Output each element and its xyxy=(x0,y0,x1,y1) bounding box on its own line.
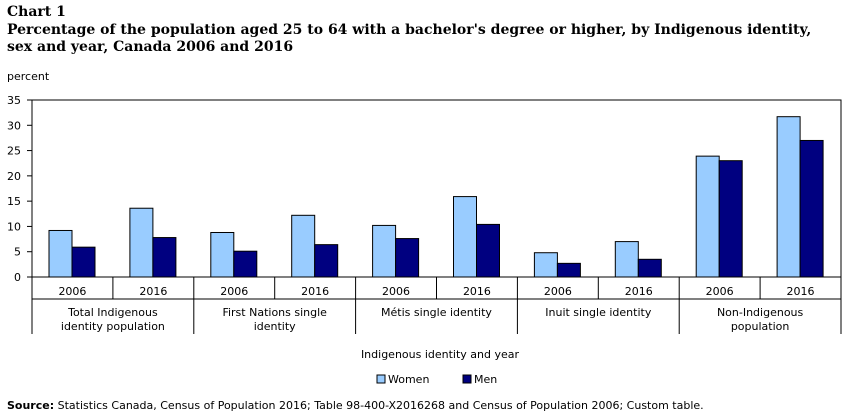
source-label: Source: xyxy=(7,399,55,412)
bar-women xyxy=(614,241,639,278)
y-tick-label: 10 xyxy=(7,220,21,233)
bar-women xyxy=(695,155,720,278)
bars xyxy=(48,116,824,278)
legend-label-men: Men xyxy=(474,373,497,386)
bar-men xyxy=(556,262,581,278)
legend-swatch-men xyxy=(462,374,472,384)
bar-men xyxy=(718,160,743,278)
bar-women xyxy=(372,224,397,278)
chart-title: Percentage of the population aged 25 to … xyxy=(7,22,812,55)
plot-frame xyxy=(31,99,842,278)
y-tick-label: 15 xyxy=(7,195,21,208)
y-axis-label: percent xyxy=(7,70,50,83)
year-label: 2016 xyxy=(139,285,167,298)
y-tick-label: 30 xyxy=(7,119,21,132)
bar-men xyxy=(71,246,96,278)
y-tick-label: 20 xyxy=(7,170,21,183)
group-label-line: Métis single identity xyxy=(381,306,492,319)
group-label-line: Inuit single identity xyxy=(545,306,652,319)
bar-men xyxy=(233,250,258,278)
group-label-line: Non-Indigenous xyxy=(717,306,804,319)
group-label-line: identity xyxy=(254,320,296,333)
group-label-line: First Nations single xyxy=(222,306,327,319)
group-label: First Nations single identity xyxy=(222,306,327,333)
group-label-line: identity population xyxy=(61,320,165,333)
group-label: Non-Indigenous population xyxy=(717,306,804,333)
bar-men xyxy=(799,139,824,278)
bar-women xyxy=(291,214,316,278)
group-label: Total Indigenous identity population xyxy=(61,306,165,333)
year-label: 2016 xyxy=(787,285,815,298)
year-label: 2006 xyxy=(544,285,572,298)
year-label: 2006 xyxy=(382,285,410,298)
year-label: 2016 xyxy=(463,285,491,298)
y-tick-label: 5 xyxy=(14,246,21,259)
chart-label: Chart 1 xyxy=(7,4,66,20)
y-tick-label: 0 xyxy=(14,271,21,284)
bar-women xyxy=(129,207,154,278)
group-label: Inuit single identity xyxy=(545,306,652,319)
legend: Women Men xyxy=(376,373,497,386)
bar-men xyxy=(476,223,500,278)
bar-women xyxy=(533,252,558,278)
source-text: Statistics Canada, Census of Population … xyxy=(57,399,704,412)
year-label: 2006 xyxy=(220,285,248,298)
year-label: 2006 xyxy=(58,285,86,298)
year-label: 2006 xyxy=(706,285,734,298)
bar-men xyxy=(637,258,662,278)
group-label-line: Total Indigenous xyxy=(67,306,158,319)
legend-label-women: Women xyxy=(388,373,429,386)
y-tick-label: 25 xyxy=(7,145,21,158)
group-label-line: population xyxy=(731,320,790,333)
y-axis-ticks: 0 5 10 15 20 25 30 35 xyxy=(7,94,32,284)
bar-women xyxy=(210,231,235,278)
group-label: Métis single identity xyxy=(381,306,492,319)
bar-women xyxy=(48,229,73,278)
bar-men xyxy=(395,238,420,278)
bar-women xyxy=(776,116,801,278)
bar-men xyxy=(314,244,339,278)
bar-men xyxy=(152,237,177,278)
year-label: 2016 xyxy=(625,285,653,298)
year-label: 2016 xyxy=(301,285,329,298)
y-tick-label: 35 xyxy=(7,94,21,107)
source-note: Source: Statistics Canada, Census of Pop… xyxy=(7,399,704,412)
legend-swatch-women xyxy=(376,374,386,384)
x-axis-label: Indigenous identity and year xyxy=(361,348,520,361)
bar-women xyxy=(453,196,477,278)
